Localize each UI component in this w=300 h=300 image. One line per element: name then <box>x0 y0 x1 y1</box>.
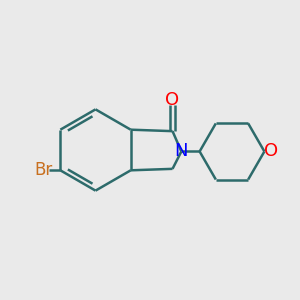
Text: Br: Br <box>34 161 52 179</box>
Text: O: O <box>166 91 180 109</box>
Text: O: O <box>264 142 278 160</box>
Text: N: N <box>175 142 188 160</box>
